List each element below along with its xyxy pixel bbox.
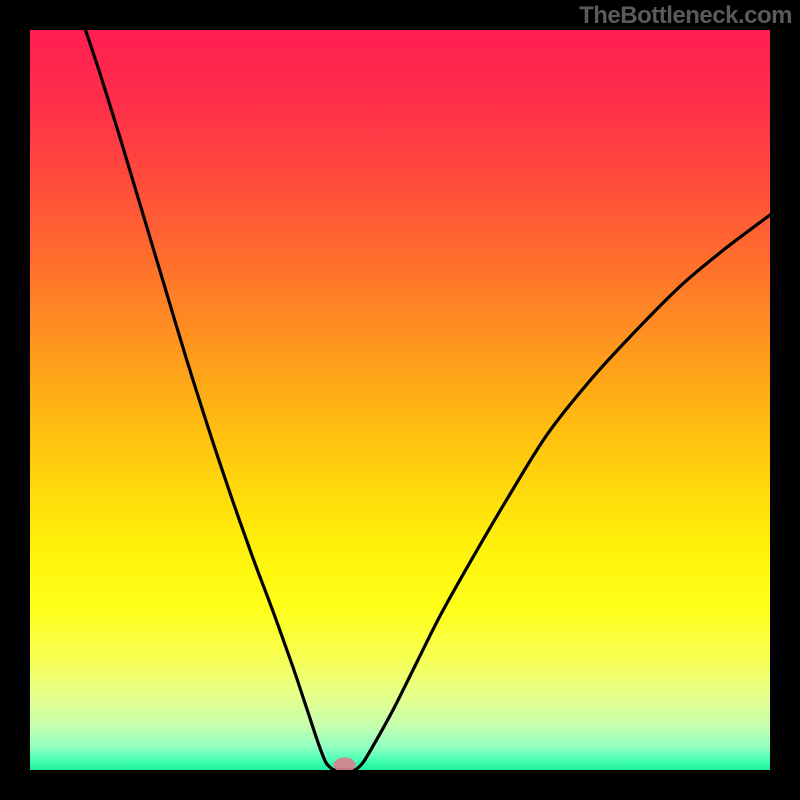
bottleneck-chart bbox=[0, 0, 800, 800]
watermark-text: TheBottleneck.com bbox=[579, 2, 792, 30]
plot-background bbox=[30, 30, 770, 770]
chart-container: TheBottleneck.com bbox=[0, 0, 800, 800]
optimum-marker bbox=[333, 757, 355, 772]
